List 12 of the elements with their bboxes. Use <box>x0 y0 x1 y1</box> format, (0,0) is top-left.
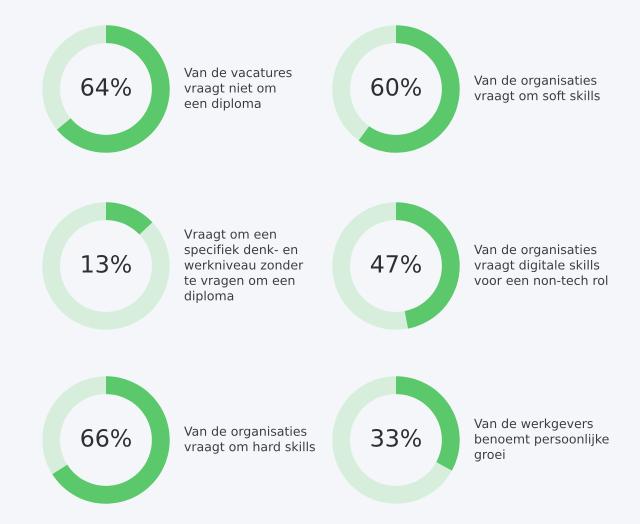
text: Vraagt om een specifiek denk- en werkniveau zonder te vragen om een diploma <box>184 229 304 303</box>
text: Van de organisaties vraagt om soft skills <box>474 75 600 103</box>
data-label: 47% <box>370 254 421 273</box>
data-label: 13% <box>82 254 131 273</box>
text: Van de organisaties vraagt digitale skills voor een non-tech rol <box>474 244 608 286</box>
data-label: 33% <box>372 428 421 447</box>
data-label: 66% <box>81 428 131 447</box>
text: Van de werkgevers benoemt persoonlijke groei <box>474 418 609 462</box>
data-label: 60% <box>371 78 421 96</box>
data-label: 64% <box>81 78 131 96</box>
text: Van de vacatures vraagt niet om een diploma <box>184 68 292 110</box>
text: Van de organisaties vraagt om hard skills <box>184 426 315 454</box>
